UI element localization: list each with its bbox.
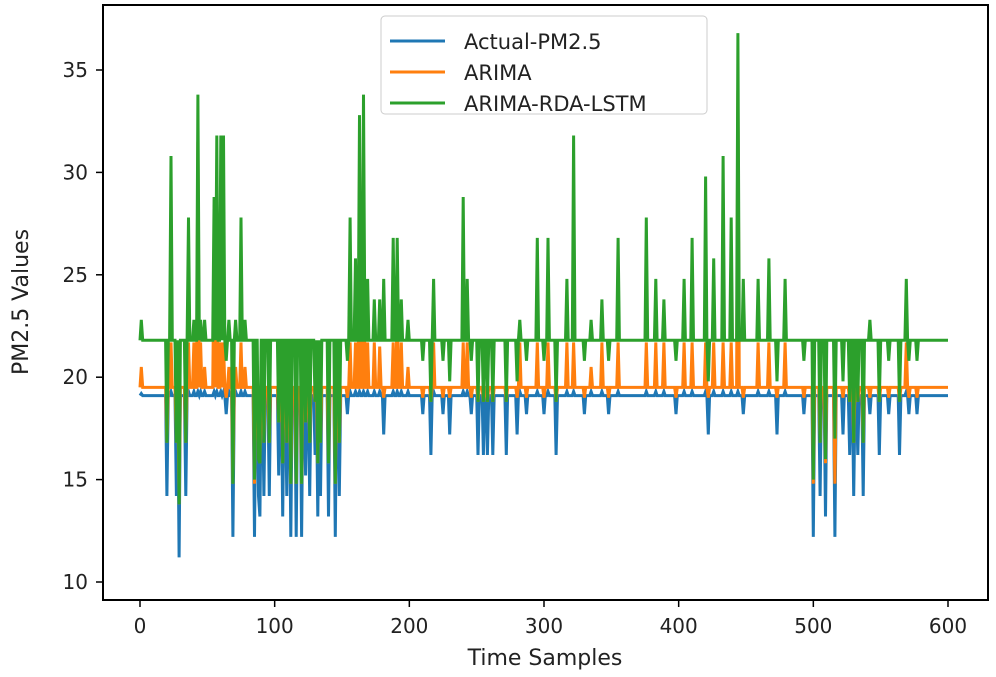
legend-label-lstm: ARIMA-RDA-LSTM	[464, 92, 647, 116]
legend-box	[380, 15, 708, 115]
x-tick-label: 0	[134, 614, 147, 638]
legend: Actual-PM2.5 ARIMA ARIMA-RDA-LSTM	[380, 15, 708, 116]
y-tick-label: 35	[63, 58, 88, 82]
x-tick-label: 200	[390, 614, 428, 638]
legend-label-actual: Actual-PM2.5	[464, 30, 602, 54]
x-tick-label: 300	[525, 614, 563, 638]
x-tick-label: 400	[660, 614, 698, 638]
y-tick-label: 10	[63, 570, 88, 594]
y-tick-label: 15	[63, 468, 88, 492]
y-tick-label: 25	[63, 263, 88, 287]
series-arima-rda-lstm	[138, 33, 948, 505]
y-tick-label: 30	[63, 160, 88, 184]
series-arima	[138, 90, 948, 505]
y-axis-label: PM2.5 Values	[9, 229, 34, 375]
x-tick-label: 100	[256, 614, 294, 638]
x-axis-label: Time Samples	[467, 646, 623, 671]
y-tick-label: 20	[63, 365, 88, 389]
x-tick-label: 500	[794, 614, 832, 638]
x-tick-label: 600	[929, 614, 967, 638]
series-actual-pm25	[138, 386, 948, 558]
ticks-layer: 0 100 200 300 400 500 600 10 15 20 25 30 35	[63, 58, 968, 638]
series-layer	[138, 33, 948, 558]
legend-label-arima: ARIMA	[464, 61, 532, 85]
